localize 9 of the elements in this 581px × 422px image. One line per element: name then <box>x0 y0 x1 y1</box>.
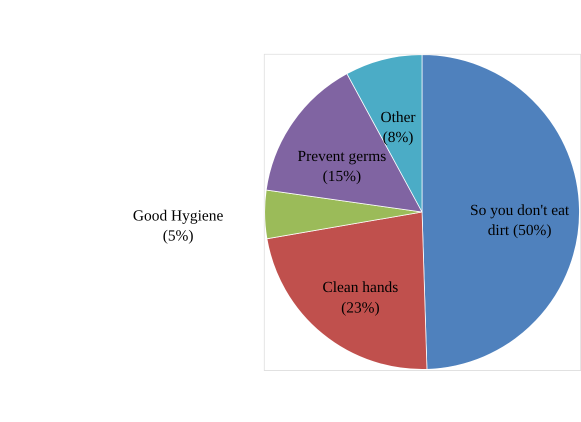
data-label: (5%) <box>162 227 194 244</box>
slice-label: Good Hygiene <box>132 207 224 224</box>
slice-label: So you don't eat dirt (50%) <box>470 202 570 240</box>
data-label: (8%) <box>382 129 414 146</box>
data-label: (15%) <box>322 168 362 186</box>
slice-label: Clean hands <box>322 279 398 296</box>
slice-label: Other <box>380 109 416 126</box>
data-label: (23%) <box>341 299 380 316</box>
slice-label: Prevent germs <box>298 148 386 165</box>
